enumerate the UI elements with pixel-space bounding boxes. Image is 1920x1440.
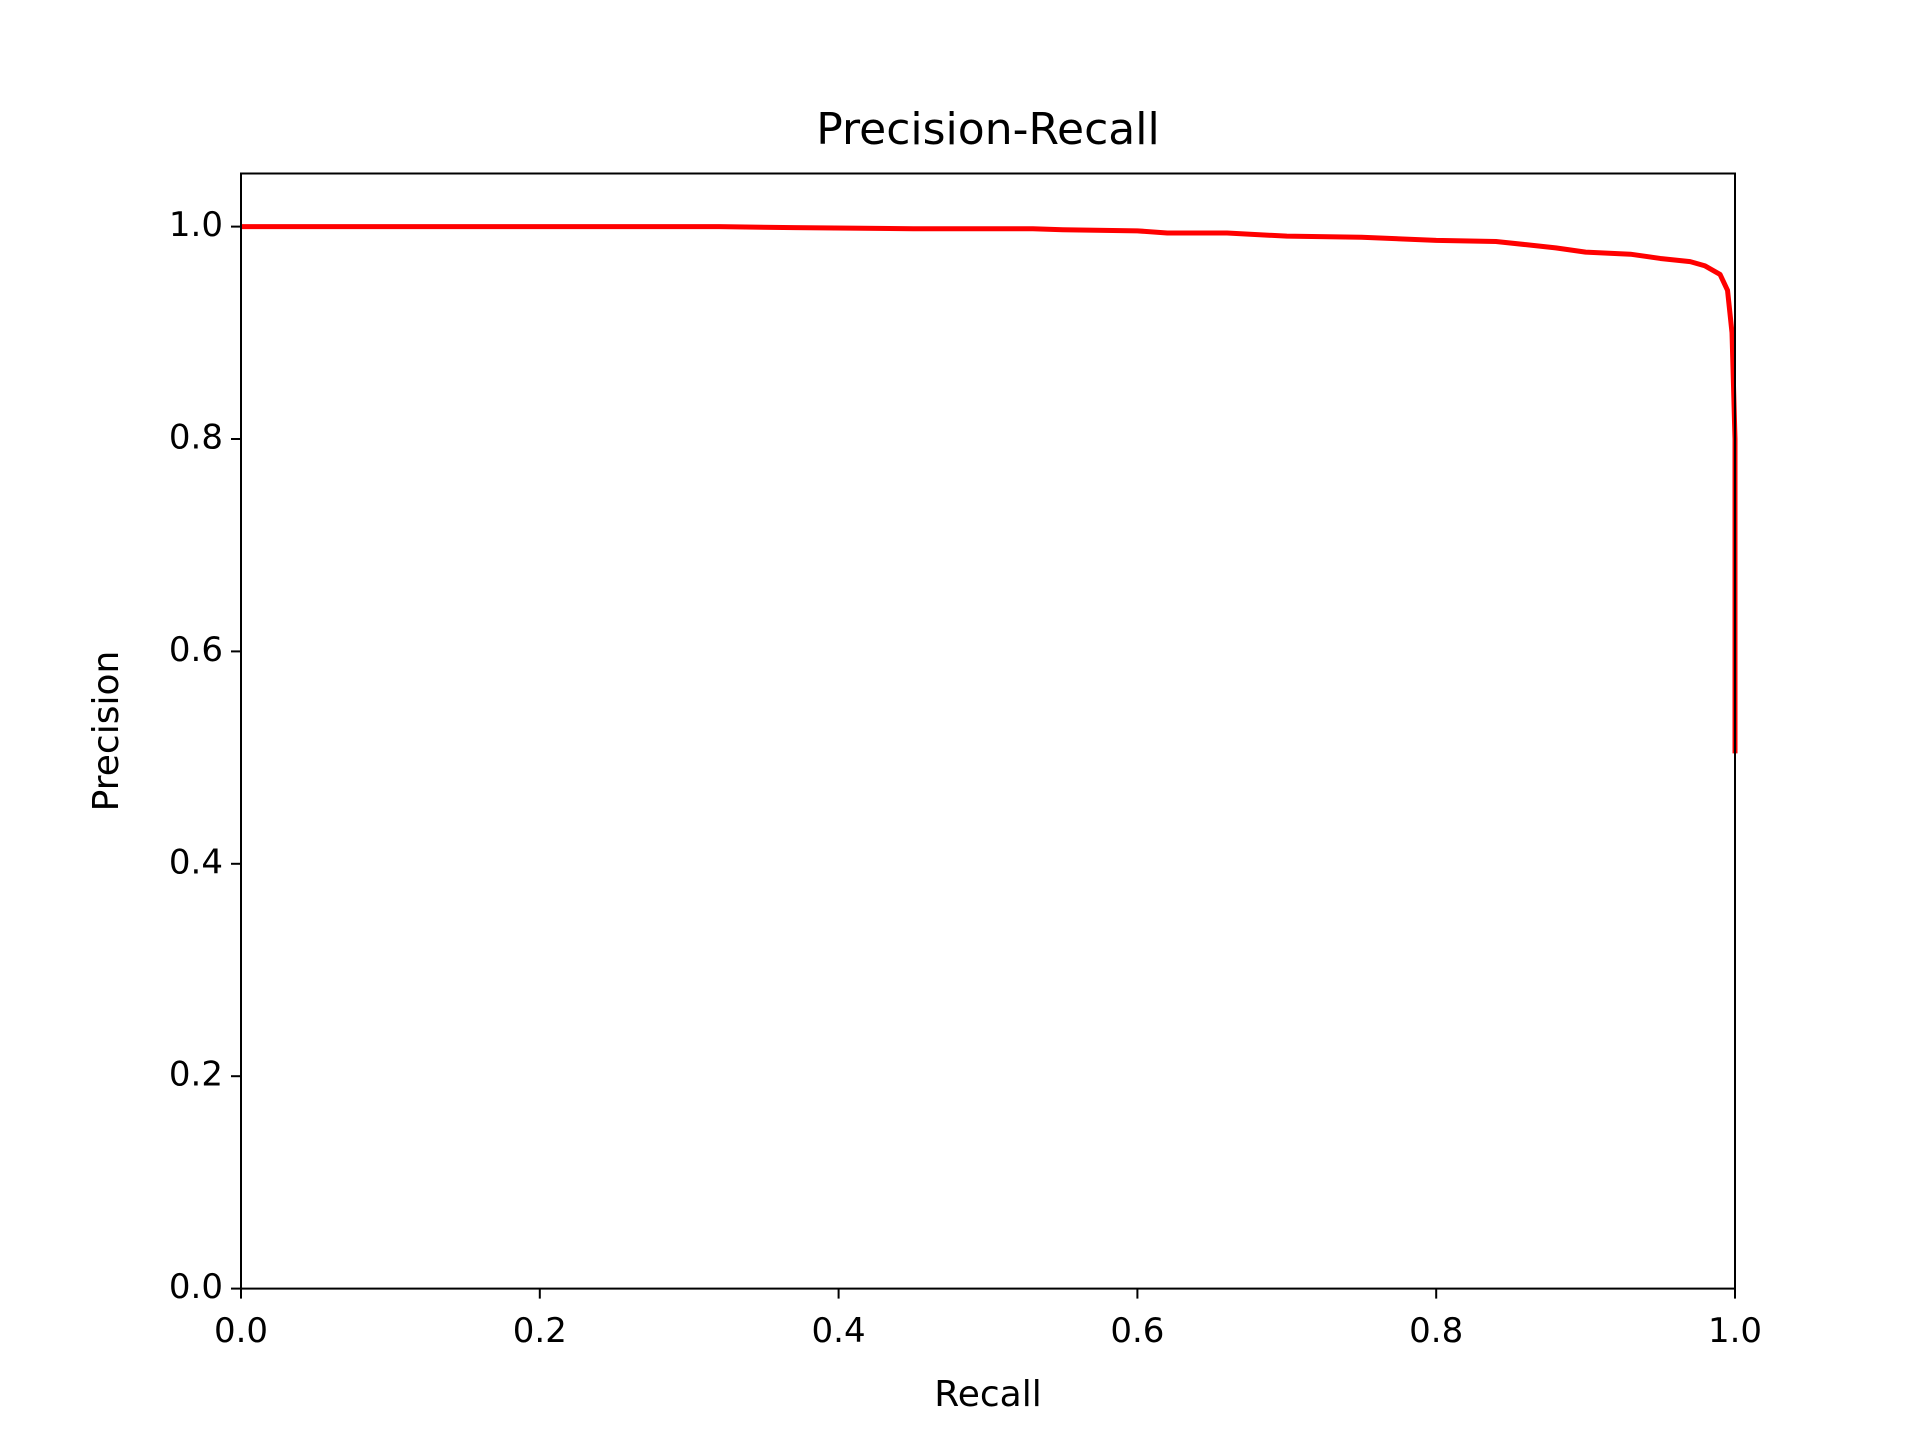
data-line bbox=[241, 224, 1738, 754]
y-tick-label: 1.0 bbox=[169, 205, 223, 245]
y-tick-label: 0.0 bbox=[169, 1267, 223, 1307]
x-tick-label: 0.0 bbox=[214, 1311, 268, 1351]
y-tick-label: 0.2 bbox=[169, 1055, 223, 1095]
chart-title: Precision-Recall bbox=[816, 104, 1159, 155]
x-tick-label: 0.2 bbox=[513, 1311, 567, 1351]
x-tick-label: 0.6 bbox=[1110, 1311, 1164, 1351]
x-tick-label: 1.0 bbox=[1708, 1311, 1762, 1351]
plot-frame bbox=[240, 172, 1736, 1290]
y-tick-label: 0.6 bbox=[169, 630, 223, 670]
x-tick-label: 0.8 bbox=[1409, 1311, 1463, 1351]
y-tick-label: 0.8 bbox=[169, 418, 223, 458]
y-tick-label: 0.4 bbox=[169, 842, 223, 882]
x-axis-label: Recall bbox=[934, 1374, 1041, 1415]
x-tick-label: 0.4 bbox=[812, 1311, 866, 1351]
y-axis-label: Precision bbox=[86, 651, 127, 812]
